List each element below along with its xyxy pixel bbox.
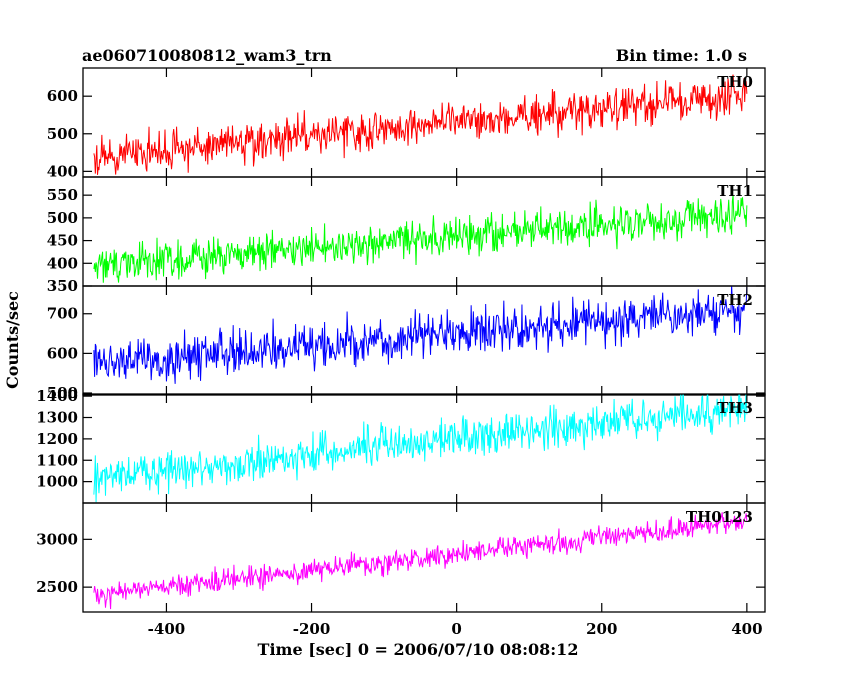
x-tick-label: -200 — [293, 620, 331, 638]
bin-time-label: Bin time: 1.0 s — [616, 46, 747, 65]
panels-group: 400 500 600 TH0 350 400 450 500 550 TH1 500 600 700 T… — [36, 67, 766, 613]
y-tick-label: 400 — [47, 254, 78, 272]
panel-frame — [82, 67, 766, 178]
y-tick-label: 500 — [47, 209, 78, 227]
x-tick-label: 400 — [731, 620, 762, 638]
y-tick-label: 1200 — [36, 430, 78, 448]
y-axis-label: Counts/sec — [3, 291, 22, 389]
y-tick-label: 600 — [47, 87, 78, 105]
x-tick-label: -400 — [148, 620, 186, 638]
y-tick-label: 600 — [47, 344, 78, 362]
x-axis-label: Time [sec] 0 = 2006/07/10 08:08:12 — [258, 640, 579, 659]
x-tick-label: 0 — [451, 620, 461, 638]
panel-frame — [82, 502, 766, 613]
y-tick-label: 1000 — [36, 473, 78, 491]
panel-th0: 400 500 600 TH0 — [47, 67, 766, 180]
y-tick-label: 350 — [47, 277, 78, 295]
y-tick-label: 2500 — [36, 578, 78, 596]
panel-th0123: 2500 3000 TH0123 — [36, 502, 766, 613]
x-tick-label: 200 — [586, 620, 617, 638]
x-axis: -400 -200 0 200 400 — [148, 620, 763, 638]
series-label-th0: TH0 — [717, 73, 753, 91]
panel-th2: 500 600 700 TH2 — [47, 285, 766, 402]
y-tick-label: 700 — [47, 305, 78, 323]
series-label-th2: TH2 — [717, 291, 753, 309]
y-tick-label: 550 — [47, 186, 78, 204]
panel-frame — [82, 285, 766, 396]
y-tick-label: 1100 — [36, 451, 78, 469]
series-line-th0 — [93, 74, 748, 175]
series-label-th0123: TH0123 — [686, 508, 753, 526]
chart-title: ae060710080812_wam3_trn — [82, 46, 332, 65]
series-label-th3: TH3 — [717, 399, 753, 417]
y-tick-label: 1400 — [36, 387, 78, 405]
y-tick-label: 500 — [47, 384, 78, 402]
panel-th3: 1000 1100 1200 1300 1400 TH3 — [36, 387, 766, 504]
series-label-th1: TH1 — [717, 182, 753, 200]
series-line-th2 — [93, 286, 748, 384]
y-tick-label: 1300 — [36, 409, 78, 427]
series-line-th1 — [93, 195, 748, 283]
series-line-th0123 — [93, 512, 748, 610]
panel-frame — [82, 176, 766, 287]
y-tick-label: 500 — [47, 125, 78, 143]
y-tick-label: 3000 — [36, 530, 78, 548]
panel-th1: 350 400 450 500 550 TH1 — [47, 176, 766, 295]
y-tick-label: 400 — [47, 162, 78, 180]
series-line-th3 — [93, 394, 748, 503]
y-tick-label: 450 — [47, 232, 78, 250]
